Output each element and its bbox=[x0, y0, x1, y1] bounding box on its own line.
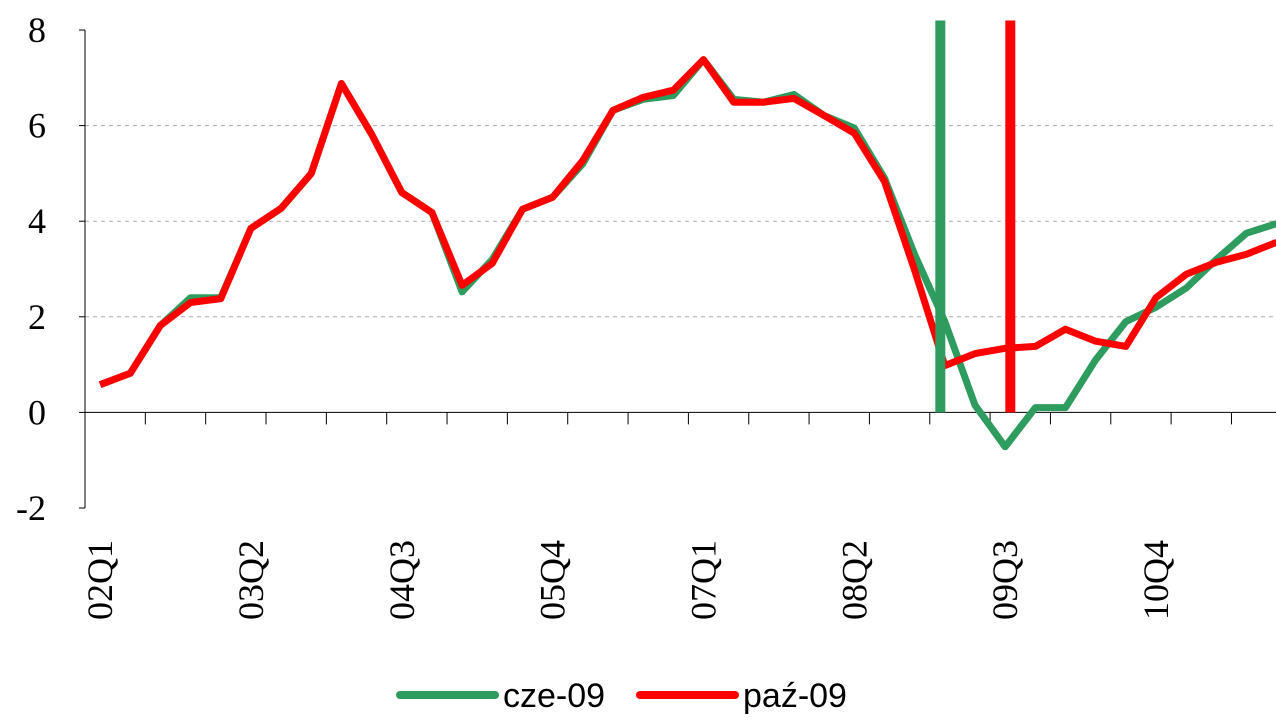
y-tick-label: 8 bbox=[28, 10, 46, 50]
y-tick-label: 0 bbox=[28, 392, 46, 432]
y-tick-label: 2 bbox=[28, 297, 46, 337]
x-tick-label: 02Q1 bbox=[80, 540, 120, 620]
y-tick-label: 4 bbox=[28, 201, 46, 241]
x-tick-label: 08Q2 bbox=[834, 540, 874, 620]
x-tick-label: 05Q4 bbox=[533, 540, 573, 620]
series-line bbox=[98, 56, 1276, 451]
series-line bbox=[98, 56, 1276, 388]
x-tick-label: 03Q2 bbox=[231, 540, 271, 620]
legend-label: paź-09 bbox=[743, 677, 847, 715]
legend-label: cze-09 bbox=[503, 677, 605, 715]
x-tick-label: 07Q1 bbox=[683, 540, 723, 620]
x-tick-label: 04Q3 bbox=[382, 540, 422, 620]
y-tick-label: -2 bbox=[16, 488, 46, 528]
x-tick-label: 10Q4 bbox=[1136, 540, 1176, 620]
x-tick-label: 09Q3 bbox=[985, 540, 1025, 620]
y-tick-label: 6 bbox=[28, 106, 46, 146]
